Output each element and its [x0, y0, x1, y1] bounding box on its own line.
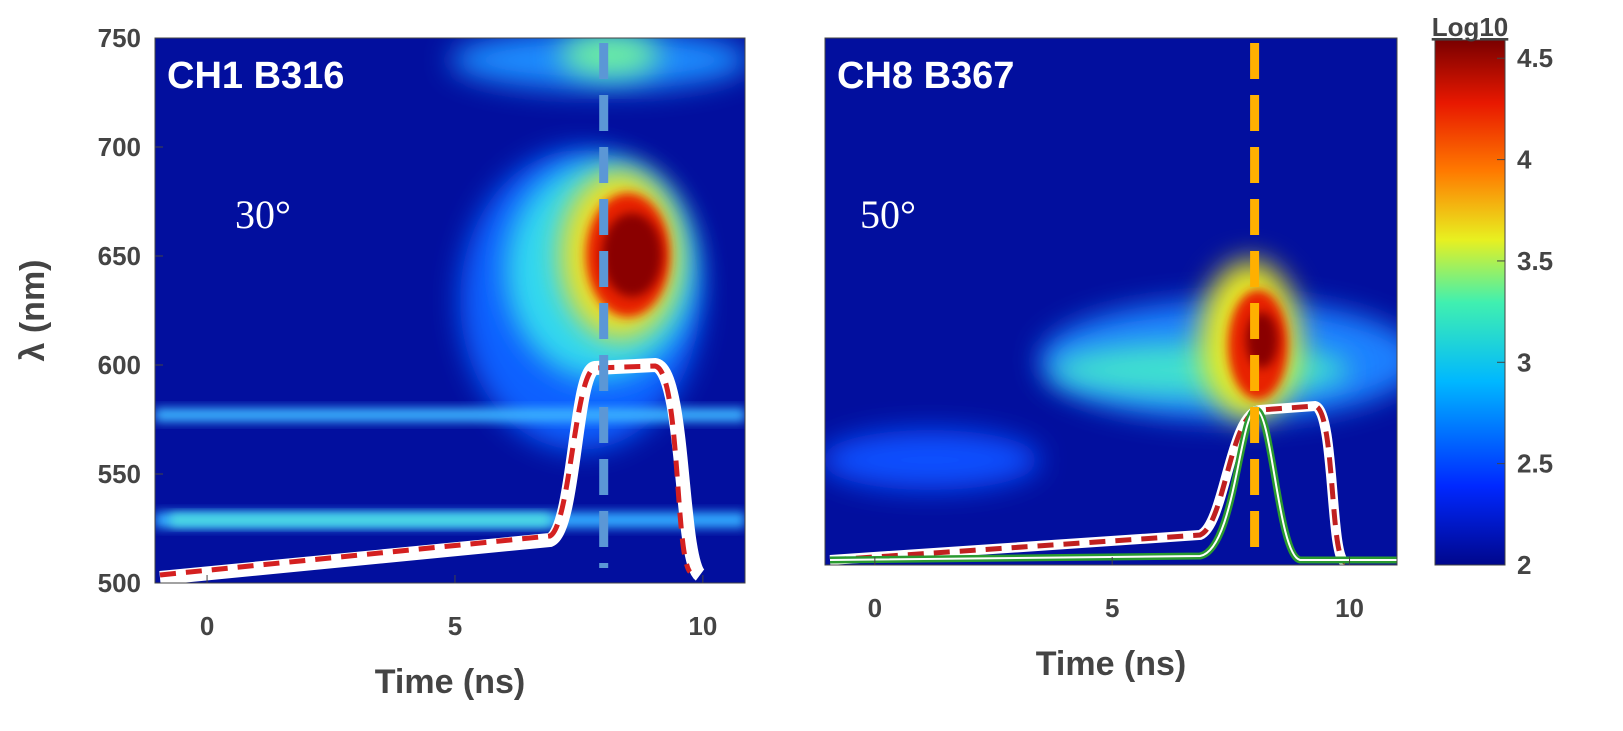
y-tick-label: 700 — [98, 132, 141, 162]
panel-label: CH1 B316 — [167, 55, 344, 97]
y-tick-label: 650 — [98, 241, 141, 271]
colorbar-tick-label: 2.5 — [1517, 449, 1553, 479]
x-tick-label: 5 — [1105, 593, 1119, 623]
colorbar-label: Log10 — [1432, 12, 1509, 42]
frame — [154, 37, 746, 584]
colorbar — [1434, 39, 1506, 566]
heatmap-left — [155, 38, 745, 583]
x-tick-label: 0 — [200, 611, 214, 641]
y-tick-label: 550 — [98, 459, 141, 489]
y-axis-label: λ (nm) — [14, 260, 52, 362]
x-tick-label: 0 — [868, 593, 882, 623]
y-tick-label: 500 — [98, 568, 141, 598]
x-axis-label: Time (ns) — [1036, 645, 1187, 683]
heatmap-right — [825, 38, 1397, 565]
colorbar-tick-label: 4.5 — [1517, 43, 1553, 73]
colorbar-tick-label: 4 — [1517, 145, 1532, 175]
y-tick-label: 750 — [98, 23, 141, 53]
colorbar-tick-label: 3 — [1517, 347, 1531, 377]
annotation: 30° — [235, 192, 291, 237]
x-axis-label: Time (ns) — [375, 663, 526, 701]
frame — [824, 37, 1398, 566]
panel-label: CH8 B367 — [837, 55, 1014, 97]
x-tick-label: 10 — [688, 611, 717, 641]
y-tick-label: 600 — [98, 350, 141, 380]
colorbar-tick-label: 3.5 — [1517, 246, 1553, 276]
annotation: 50° — [860, 192, 916, 237]
x-tick-label: 5 — [448, 611, 462, 641]
colorbar-tick-label: 2 — [1517, 550, 1531, 580]
x-tick-label: 10 — [1335, 593, 1364, 623]
